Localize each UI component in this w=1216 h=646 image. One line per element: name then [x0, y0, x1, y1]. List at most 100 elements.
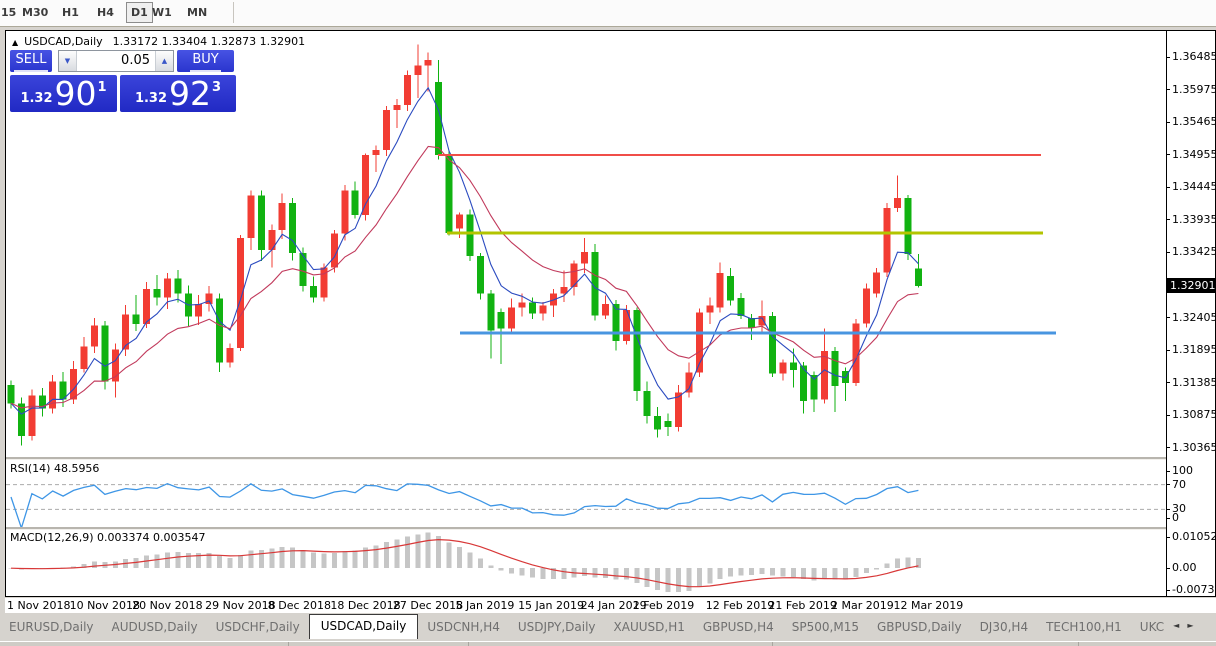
date-axis-label: 2 Mar 2019	[830, 599, 894, 612]
volume-decrease-icon[interactable]: ▼	[59, 51, 77, 71]
sell-price-big: 90	[54, 74, 97, 113]
price-axis-tick	[1166, 56, 1170, 58]
macd-axis-label: 0.010525	[1172, 530, 1216, 543]
volume-input[interactable]: 0.05	[121, 53, 150, 68]
timeframe-button-15[interactable]: 15	[1, 6, 17, 19]
date-axis-label: 18 Dec 2018	[330, 599, 401, 612]
timeframe-button-mn[interactable]: MN	[187, 6, 208, 19]
tab-usdjpy-daily[interactable]: USDJPY,Daily	[517, 620, 596, 634]
date-axis-label: 29 Nov 2018	[205, 599, 276, 612]
volume-spinner: ▼ 0.05 ▲	[58, 50, 174, 72]
macd-panel-divider[interactable]	[6, 527, 1166, 530]
tab-sp500-m15[interactable]: SP500,M15	[791, 620, 859, 634]
one-click-trading-widget: SELL ▼ 0.05 ▲ BUY 1.32 90 1 1.32 92 3	[10, 50, 236, 112]
price-axis-tick	[1166, 317, 1170, 319]
price-axis-tick	[1166, 349, 1170, 351]
tabs-scroll-left-icon[interactable]: ◄	[1173, 621, 1180, 630]
sell-price-button[interactable]: 1.32 90 1	[10, 75, 117, 112]
macd-axis-label: -0.0073	[1172, 583, 1215, 596]
rsi-panel-divider[interactable]	[6, 457, 1166, 460]
buy-price-big: 92	[169, 74, 212, 113]
sell-price-prefix: 1.32	[20, 91, 53, 106]
price-axis-tick	[1166, 382, 1170, 384]
price-axis-tick	[1166, 414, 1170, 416]
tab-eurusd-daily[interactable]: EURUSD,Daily	[9, 620, 94, 634]
date-axis-label: 12 Feb 2019	[705, 599, 775, 612]
price-axis-label: 1.34955	[1172, 147, 1216, 161]
price-axis-tick	[1166, 186, 1170, 188]
timeframe-button-w1[interactable]: W1	[152, 6, 172, 19]
buy-button[interactable]: BUY	[177, 50, 234, 72]
rsi-axis-label: 30	[1172, 502, 1186, 516]
macd-axis-tick	[1166, 589, 1170, 591]
date-axis-label: 20 Nov 2018	[132, 599, 203, 612]
date-axis-label: 12 Mar 2019	[893, 599, 964, 612]
price-axis-label: 1.30875	[1172, 408, 1216, 422]
timeframe-button-d1[interactable]: D1	[126, 2, 153, 23]
date-axis-label: 8 Dec 2018	[267, 599, 332, 612]
tab-tech100-h1[interactable]: TECH100,H1	[1046, 620, 1122, 634]
sell-price-pip: 1	[97, 80, 107, 95]
tab-gbpusd-daily[interactable]: GBPUSD,Daily	[876, 620, 962, 634]
timeframe-button-m30[interactable]: M30	[22, 6, 49, 19]
date-axis-label: 10 Nov 2018	[69, 599, 141, 612]
macd-axis-label: 0.00	[1172, 561, 1197, 575]
chart-symbol-title: USDCAD,Daily	[24, 35, 103, 48]
price-axis-label: 1.30365	[1172, 440, 1216, 454]
tab-audusd-daily[interactable]: AUDUSD,Daily	[111, 620, 198, 634]
price-axis-tick	[1166, 447, 1170, 449]
chart-collapse-icon[interactable]: ▲	[12, 38, 19, 47]
date-axis-label: 24 Jan 2019	[580, 599, 647, 612]
date-axis-label: 15 Jan 2019	[518, 599, 585, 612]
price-axis-label: 1.34445	[1172, 180, 1216, 194]
tab-ukc[interactable]: UKC	[1139, 620, 1165, 634]
volume-increase-icon[interactable]: ▲	[155, 51, 173, 71]
rsi-axis-tick	[1166, 517, 1170, 519]
date-axis-label: 27 Dec 2018	[392, 599, 464, 612]
tab-gbpusd-h4[interactable]: GBPUSD,H4	[702, 620, 774, 634]
price-axis-label: 1.35975	[1172, 82, 1216, 96]
macd-axis-tick	[1166, 536, 1170, 538]
tab-usdchf-daily[interactable]: USDCHF,Daily	[215, 620, 300, 634]
toolbar-separator	[233, 2, 234, 23]
date-axis-label: 21 Feb 2019	[768, 599, 837, 612]
date-axis[interactable]: 1 Nov 2018 10 Nov 2018 20 Nov 2018 29 Nov 2…	[5, 598, 1216, 613]
buy-price-pip: 3	[212, 80, 222, 95]
tab-xauusd-h1[interactable]: XAUUSD,H1	[613, 620, 685, 634]
rsi-axis-tick	[1166, 484, 1170, 486]
rsi-axis-label: 70	[1172, 477, 1186, 491]
macd-axis-tick	[1166, 567, 1170, 569]
current-price-badge: 1.32901	[1166, 278, 1216, 294]
price-axis-tick	[1166, 251, 1170, 253]
price-axis-border	[1166, 31, 1167, 597]
buy-price-button[interactable]: 1.32 92 3	[120, 75, 236, 112]
price-axis-label: 1.31385	[1172, 375, 1216, 389]
chart-window[interactable]	[5, 30, 1216, 597]
timeframe-button-h4[interactable]: H4	[97, 6, 114, 19]
sell-button[interactable]: SELL	[10, 50, 52, 72]
macd-label: MACD(12,26,9) 0.003374 0.003547	[10, 531, 206, 544]
symbol-tabs: EURUSD,Daily AUDUSD,Daily USDCHF,Daily USDC…	[0, 613, 1216, 641]
price-axis-label: 1.35465	[1172, 115, 1216, 129]
status-bar	[0, 641, 1216, 646]
date-axis-label: 1 Nov 2018	[7, 599, 71, 612]
tabs-scroll-right-icon[interactable]: ►	[1187, 621, 1194, 630]
tab-dj30-h4[interactable]: DJ30,H4	[979, 620, 1029, 634]
price-axis-label: 1.36485	[1172, 50, 1216, 64]
rsi-axis-label: 100	[1172, 464, 1193, 477]
chart-ohlc-values: 1.33172 1.33404 1.32873 1.32901	[112, 35, 306, 48]
tab-usdcad-daily[interactable]: USDCAD,Daily	[308, 614, 419, 639]
rsi-axis-tick	[1166, 470, 1170, 472]
timeframe-button-h1[interactable]: H1	[62, 6, 79, 19]
rsi-label: RSI(14) 48.5956	[10, 462, 100, 475]
rsi-axis-label: 0	[1172, 511, 1179, 524]
rsi-axis-tick	[1166, 508, 1170, 510]
buy-price-prefix: 1.32	[134, 91, 168, 106]
price-axis-label: 1.33425	[1172, 245, 1216, 259]
price-axis-tick	[1166, 154, 1170, 156]
tab-usdcnh-h4[interactable]: USDCNH,H4	[427, 620, 500, 634]
date-axis-label: 5 Jan 2019	[455, 599, 515, 612]
price-axis-tick	[1166, 121, 1170, 123]
tabs-scroll-controls: ◄ ►	[1173, 621, 1193, 630]
